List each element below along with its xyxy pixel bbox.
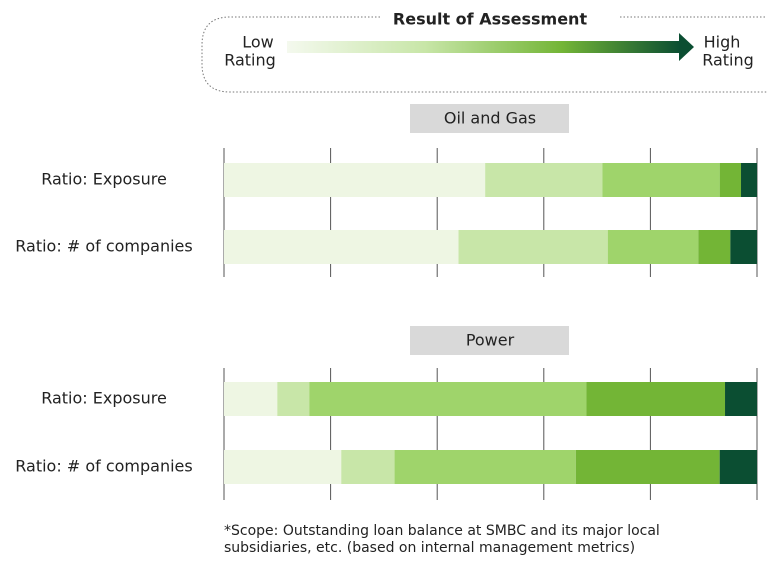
- category-label: Ratio: Exposure: [41, 389, 167, 408]
- legend-high: Rating: [702, 51, 754, 70]
- bar-segment: [698, 230, 731, 264]
- legend-arrowhead: [679, 33, 694, 61]
- category-label: Ratio: # of companies: [15, 457, 192, 476]
- legend-low: Rating: [224, 51, 276, 70]
- bar-segment: [575, 450, 720, 484]
- assessment-legend: Result of Assessment Low Rating High Rat…: [201, 10, 767, 93]
- category-label: Ratio: Exposure: [41, 170, 167, 189]
- bar-segment: [458, 230, 608, 264]
- footnote: *Scope: Outstanding loan balance at SMBC…: [224, 523, 660, 539]
- bar-segment: [607, 230, 699, 264]
- bar-segment: [602, 163, 720, 197]
- chart-title: Oil and Gas: [444, 109, 536, 128]
- chart-title: Power: [466, 331, 515, 350]
- bar-segment: [394, 450, 576, 484]
- bar-segment: [730, 230, 757, 264]
- category-label: Ratio: # of companies: [15, 237, 192, 256]
- bar-segment: [586, 382, 726, 416]
- bar-segment: [224, 163, 486, 197]
- bar-segment: [224, 382, 278, 416]
- bar-segment: [485, 163, 603, 197]
- legend-high: High: [704, 33, 741, 52]
- bar-segment: [341, 450, 395, 484]
- footnote: subsidiaries, etc. (based on internal ma…: [224, 540, 635, 556]
- bar-segment: [725, 382, 757, 416]
- chart-title-box: [410, 326, 569, 355]
- legend-gradient: [287, 41, 680, 53]
- legend-title: Result of Assessment: [393, 10, 588, 29]
- bar-segment: [224, 450, 342, 484]
- bar-segment: [224, 230, 459, 264]
- bar-segment: [277, 382, 310, 416]
- legend-frame: [201, 16, 767, 93]
- bar-segment: [309, 382, 587, 416]
- legend-low: Low: [242, 33, 274, 52]
- bar-segment: [719, 163, 742, 197]
- bar-segment: [741, 163, 757, 197]
- bar-segment: [719, 450, 757, 484]
- chart-title-box: [410, 104, 569, 133]
